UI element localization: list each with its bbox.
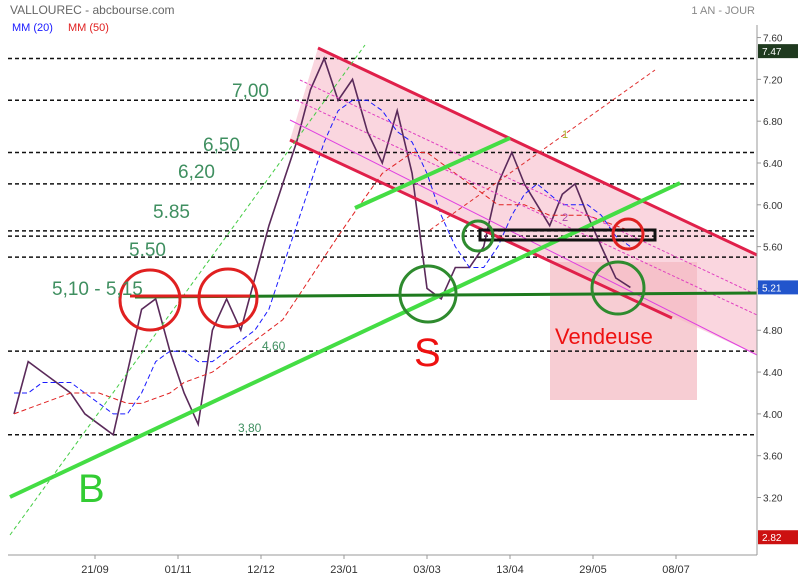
x-tick-label: 01/11 bbox=[165, 564, 192, 576]
price-line bbox=[13, 56, 631, 437]
annotation: Vendeuse bbox=[555, 324, 653, 349]
target-box bbox=[550, 262, 697, 400]
annotation: 5.85 bbox=[153, 202, 190, 223]
annotation: B bbox=[78, 467, 105, 511]
x-tick-label: 23/01 bbox=[330, 564, 358, 576]
channel-mid bbox=[299, 79, 758, 296]
moving-average bbox=[13, 152, 631, 415]
annotation: 5,10 - 5,15 bbox=[52, 279, 143, 300]
y-tick-label: 6.80 bbox=[763, 117, 783, 128]
resistance-line bbox=[354, 136, 511, 210]
annotation: 5.50 bbox=[129, 240, 166, 261]
annotation: 3,80 bbox=[238, 421, 262, 435]
legend-entry: MM (50) bbox=[68, 22, 109, 34]
moving-average bbox=[14, 99, 631, 415]
legend-entry: MM (20) bbox=[12, 22, 53, 34]
zone-box bbox=[478, 228, 657, 242]
price-flag-label: 2.82 bbox=[762, 533, 782, 544]
marks bbox=[13, 56, 631, 437]
annotation: S bbox=[414, 331, 441, 375]
drawings bbox=[9, 44, 758, 536]
circle bbox=[197, 267, 259, 329]
annotation: 1 bbox=[562, 129, 568, 141]
chart-title: VALLOUREC - abcbourse.com bbox=[10, 3, 175, 17]
price-flag bbox=[758, 530, 798, 545]
circle bbox=[461, 219, 495, 253]
channel-top bbox=[317, 46, 758, 257]
y-tick-label: 4.40 bbox=[763, 368, 783, 379]
price-flag-label: 5.21 bbox=[762, 283, 782, 294]
x-tick-label: 03/03 bbox=[413, 564, 441, 576]
price-flag-label: 7.47 bbox=[762, 47, 782, 58]
annotation: 6,50 bbox=[203, 135, 240, 156]
circle bbox=[118, 268, 182, 332]
price-flag bbox=[758, 44, 798, 59]
y-tick-label: 4.80 bbox=[763, 326, 783, 337]
y-tick-label: 6.00 bbox=[763, 201, 783, 212]
y-tick-label: 4.00 bbox=[763, 410, 783, 421]
annotation: 6,20 bbox=[178, 162, 215, 183]
y-tick-label: 5.60 bbox=[763, 243, 783, 254]
y-tick-label: 7.60 bbox=[763, 34, 783, 45]
annotation: 7,00 bbox=[232, 81, 269, 102]
annotation: 2 bbox=[562, 212, 568, 224]
x-tick-label: 29/05 bbox=[579, 564, 607, 576]
circle bbox=[398, 264, 458, 324]
x-tick-label: 21/09 bbox=[81, 564, 109, 576]
labels: 3.203.604.004.404.805.205.606.006.406.80… bbox=[81, 34, 798, 576]
support-line bbox=[9, 181, 681, 499]
x-tick-label: 08/07 bbox=[662, 564, 690, 576]
y-tick-label: 3.20 bbox=[763, 494, 783, 505]
circle bbox=[590, 260, 646, 316]
annotation: 4,60 bbox=[262, 339, 286, 353]
x-tick-label: 13/04 bbox=[496, 564, 524, 576]
trend-dashed bbox=[9, 44, 366, 536]
x-tick-label: 12/12 bbox=[247, 564, 275, 576]
period: 1 AN - JOUR bbox=[691, 5, 755, 17]
circle bbox=[611, 217, 645, 251]
channel-low bbox=[289, 119, 758, 356]
y-tick-label: 7.20 bbox=[763, 75, 783, 86]
price-flag bbox=[758, 280, 798, 295]
y-tick-label: 3.60 bbox=[763, 452, 783, 463]
y-tick-label: 6.40 bbox=[763, 159, 783, 170]
